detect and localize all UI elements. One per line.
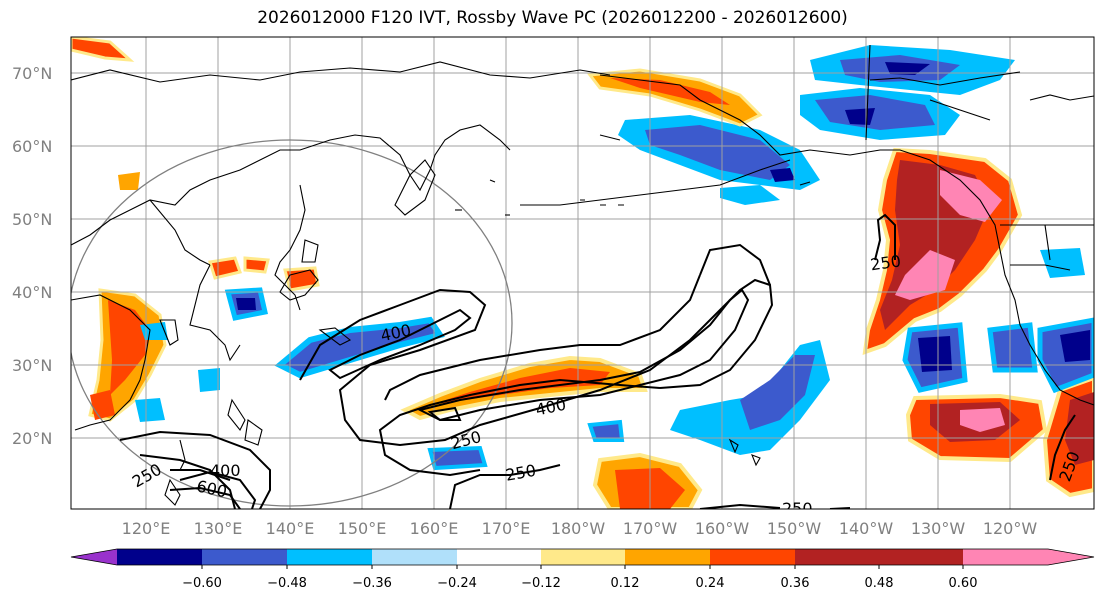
colorbar-pink	[963, 549, 1048, 565]
lon-label: 130°E	[194, 519, 243, 538]
colorbar-tick-label: 0.12	[611, 576, 640, 591]
colorbar-tick-label: −0.60	[182, 576, 222, 591]
lon-label: 120°W	[983, 519, 1038, 538]
ivt-contours	[119, 213, 1076, 509]
lat-label: 20°N	[12, 429, 52, 448]
colorbar-tick-label: −0.36	[352, 576, 392, 591]
lon-label: 140°E	[266, 519, 315, 538]
colorbar-segment	[457, 549, 541, 565]
colorbar-segment	[625, 549, 710, 565]
lon-label: 170°W	[623, 519, 678, 538]
colorbar-min-extend	[71, 549, 117, 565]
ivt-shading	[71, 37, 1094, 509]
lon-label: 130°W	[911, 519, 966, 538]
colorbar-segment	[710, 549, 795, 565]
lon-label: 140°W	[839, 519, 894, 538]
region-circle	[71, 139, 513, 507]
colorbar-tick-label: 0.60	[949, 576, 978, 591]
lat-label: 60°N	[12, 137, 52, 156]
lat-label: 40°N	[12, 283, 52, 302]
colorbar-tick-label: 0.48	[865, 576, 894, 591]
colorbar-segment	[202, 549, 287, 565]
lat-label: 70°N	[12, 64, 52, 83]
lon-label: 160°W	[695, 519, 750, 538]
colorbar-segment	[795, 549, 879, 565]
colorbar-segment	[372, 549, 457, 565]
lon-label: 160°E	[410, 519, 459, 538]
lat-label: 50°N	[12, 210, 52, 229]
colorbar-tick-label: 0.36	[781, 576, 810, 591]
contour-label: 250	[782, 499, 813, 518]
colorbar-segment	[287, 549, 372, 565]
lon-label: 180°W	[551, 519, 606, 538]
colorbar-tick-label: −0.12	[521, 576, 561, 591]
colorbar-outline	[70, 548, 1095, 566]
lon-label: 120°E	[122, 519, 171, 538]
page-title: 2026012000 F120 IVT, Rossby Wave PC (202…	[257, 8, 848, 28]
colorbar-tick-label: 0.24	[696, 576, 725, 591]
graticule	[71, 37, 1094, 509]
latitude-labels: 70°N 60°N 50°N 40°N 30°N 20°N	[12, 64, 52, 448]
colorbar: −0.60 −0.48 −0.36 −0.24 −0.12 0.12 0.24 …	[70, 548, 1095, 591]
lon-label: 150°E	[338, 519, 387, 538]
contour-label: 400	[210, 461, 241, 480]
lon-label: 170°E	[482, 519, 531, 538]
colorbar-segment	[541, 549, 625, 565]
colorbar-segment	[879, 549, 963, 565]
colorbar-tick-label: −0.24	[437, 576, 477, 591]
contour-label: 250	[869, 251, 902, 274]
colorbar-tick-label: −0.48	[267, 576, 307, 591]
map-frame	[70, 36, 1095, 510]
longitude-labels: 120°E 130°E 140°E 150°E 160°E 170°E 180°…	[122, 519, 1038, 538]
lat-label: 30°N	[12, 356, 52, 375]
lon-label: 150°W	[767, 519, 822, 538]
colorbar-segment	[117, 549, 202, 565]
